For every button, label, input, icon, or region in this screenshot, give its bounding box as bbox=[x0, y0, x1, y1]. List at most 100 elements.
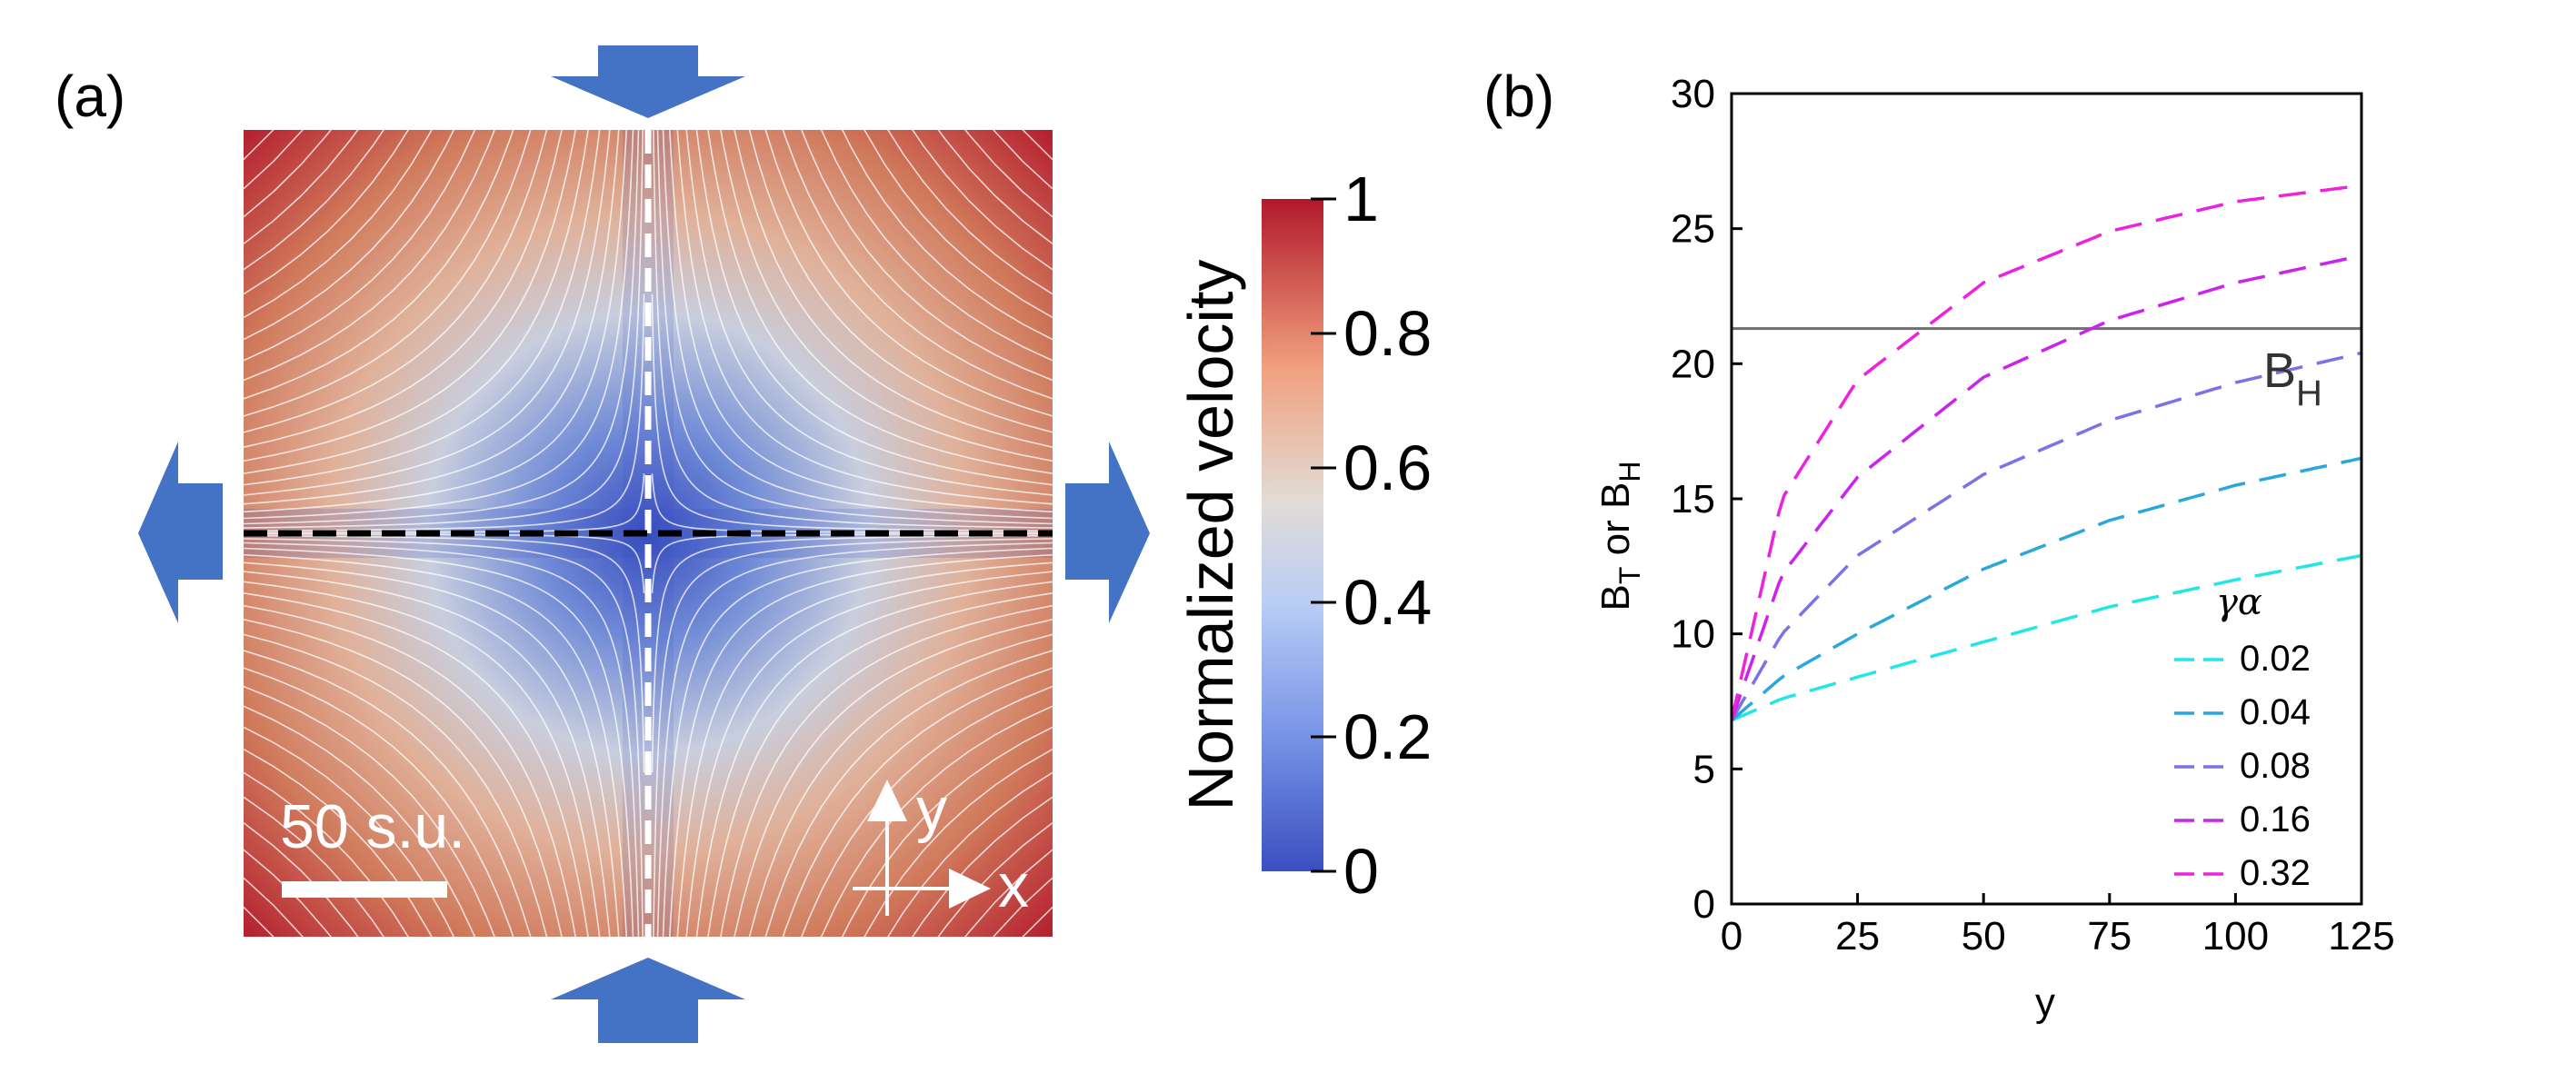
reference-line-label: BH bbox=[2263, 343, 2322, 413]
streamline bbox=[720, 130, 1053, 462]
colorbar-gradient bbox=[1262, 199, 1323, 871]
streamline bbox=[244, 130, 611, 496]
streamline bbox=[912, 130, 1053, 271]
y-axis-label: BT or BH bbox=[1593, 462, 1646, 611]
arrow-right-flow-icon bbox=[1065, 442, 1150, 623]
streamline bbox=[244, 130, 563, 448]
streamline bbox=[244, 571, 611, 937]
y-tick-label: 5 bbox=[1693, 747, 1715, 791]
y-tick-label: 15 bbox=[1671, 477, 1715, 522]
legend-label: 0.16 bbox=[2240, 800, 2311, 840]
flow-arrows bbox=[138, 45, 1150, 1043]
streamline bbox=[764, 130, 1053, 417]
colorbar-tick-label: 0.6 bbox=[1343, 432, 1432, 503]
colorbar-tick-label: 0.4 bbox=[1343, 567, 1432, 638]
streamline bbox=[653, 538, 1053, 937]
streamline bbox=[244, 130, 589, 474]
streamline bbox=[244, 796, 384, 937]
streamline bbox=[244, 748, 433, 937]
streamline bbox=[244, 130, 495, 382]
y-tick-label: 25 bbox=[1671, 207, 1715, 252]
streamline bbox=[668, 553, 1053, 937]
streamline bbox=[964, 849, 1053, 937]
streamline bbox=[841, 726, 1053, 937]
streamline bbox=[653, 130, 1053, 529]
series-lines bbox=[1730, 184, 2362, 722]
streamline bbox=[864, 748, 1053, 937]
axis-y-label: y bbox=[916, 775, 947, 844]
streamline bbox=[782, 130, 1053, 400]
streamline bbox=[244, 541, 640, 937]
y-tick-label: 10 bbox=[1671, 612, 1715, 657]
streamline bbox=[244, 130, 455, 341]
streamline bbox=[668, 130, 1053, 513]
series-line-0.16 bbox=[1730, 253, 2362, 721]
axis-indicator: y x bbox=[853, 775, 1029, 920]
streamline bbox=[801, 685, 1053, 937]
streamline bbox=[886, 130, 1053, 295]
streamline bbox=[748, 633, 1053, 937]
legend-label: 0.02 bbox=[2240, 639, 2311, 679]
streamline bbox=[244, 130, 628, 513]
streamline bbox=[244, 293, 645, 532]
streamline bbox=[685, 130, 1053, 496]
axis-x-label: x bbox=[998, 851, 1029, 920]
streamline bbox=[841, 130, 1053, 341]
y-tick-label: 30 bbox=[1671, 72, 1715, 116]
streamline bbox=[707, 130, 1053, 474]
streamline bbox=[651, 534, 1053, 773]
streamline bbox=[244, 534, 645, 773]
scale-bar bbox=[282, 881, 447, 898]
streamline bbox=[244, 581, 601, 937]
streamline bbox=[244, 130, 548, 433]
streamline bbox=[685, 571, 1053, 937]
streamline bbox=[244, 130, 576, 462]
streamline bbox=[1022, 130, 1053, 161]
arrow-down-icon bbox=[551, 45, 745, 118]
legend-title: γα bbox=[2216, 581, 2262, 623]
streamline bbox=[244, 130, 514, 400]
arrow-up-flow-icon bbox=[551, 958, 745, 1043]
streamline bbox=[912, 796, 1053, 937]
streamline bbox=[651, 293, 1053, 532]
streamline bbox=[964, 130, 1053, 218]
colorbar-tick-label: 1 bbox=[1343, 164, 1379, 234]
streamline bbox=[244, 726, 455, 937]
streamline bbox=[656, 130, 1053, 525]
streamline bbox=[820, 130, 1053, 362]
streamline bbox=[244, 130, 384, 271]
streamline bbox=[244, 130, 275, 161]
y-tick-label: 0 bbox=[1693, 882, 1715, 927]
x-tick-label: 75 bbox=[2087, 914, 2132, 959]
colorbar-tick-label: 0 bbox=[1343, 836, 1379, 907]
arrow-up-icon bbox=[867, 780, 907, 821]
x-tick-label: 25 bbox=[1835, 914, 1880, 959]
streamline bbox=[244, 667, 514, 937]
x-tick-label: 125 bbox=[2328, 914, 2394, 959]
streamline bbox=[244, 650, 532, 937]
series-line-0.08 bbox=[1730, 351, 2362, 721]
streamline bbox=[734, 619, 1053, 937]
streamline bbox=[720, 604, 1053, 937]
panel-a-label: (a) bbox=[55, 64, 125, 129]
streamline bbox=[244, 685, 495, 937]
streamline bbox=[764, 650, 1053, 937]
colorbar-tick-label: 0.8 bbox=[1343, 298, 1432, 369]
streamline bbox=[244, 130, 620, 505]
streamline bbox=[244, 538, 644, 937]
streamline bbox=[244, 877, 304, 937]
x-axis-label: y bbox=[2035, 980, 2055, 1025]
streamline bbox=[695, 581, 1053, 937]
streamline bbox=[244, 130, 532, 417]
streamline bbox=[656, 541, 1053, 937]
streamline bbox=[244, 130, 640, 525]
streamline bbox=[993, 877, 1053, 937]
streamline bbox=[244, 130, 433, 319]
panel-b-label: (b) bbox=[1483, 64, 1554, 129]
streamline bbox=[937, 130, 1053, 245]
streamlines bbox=[244, 130, 1053, 937]
streamline bbox=[886, 771, 1053, 937]
streamline bbox=[244, 130, 644, 529]
